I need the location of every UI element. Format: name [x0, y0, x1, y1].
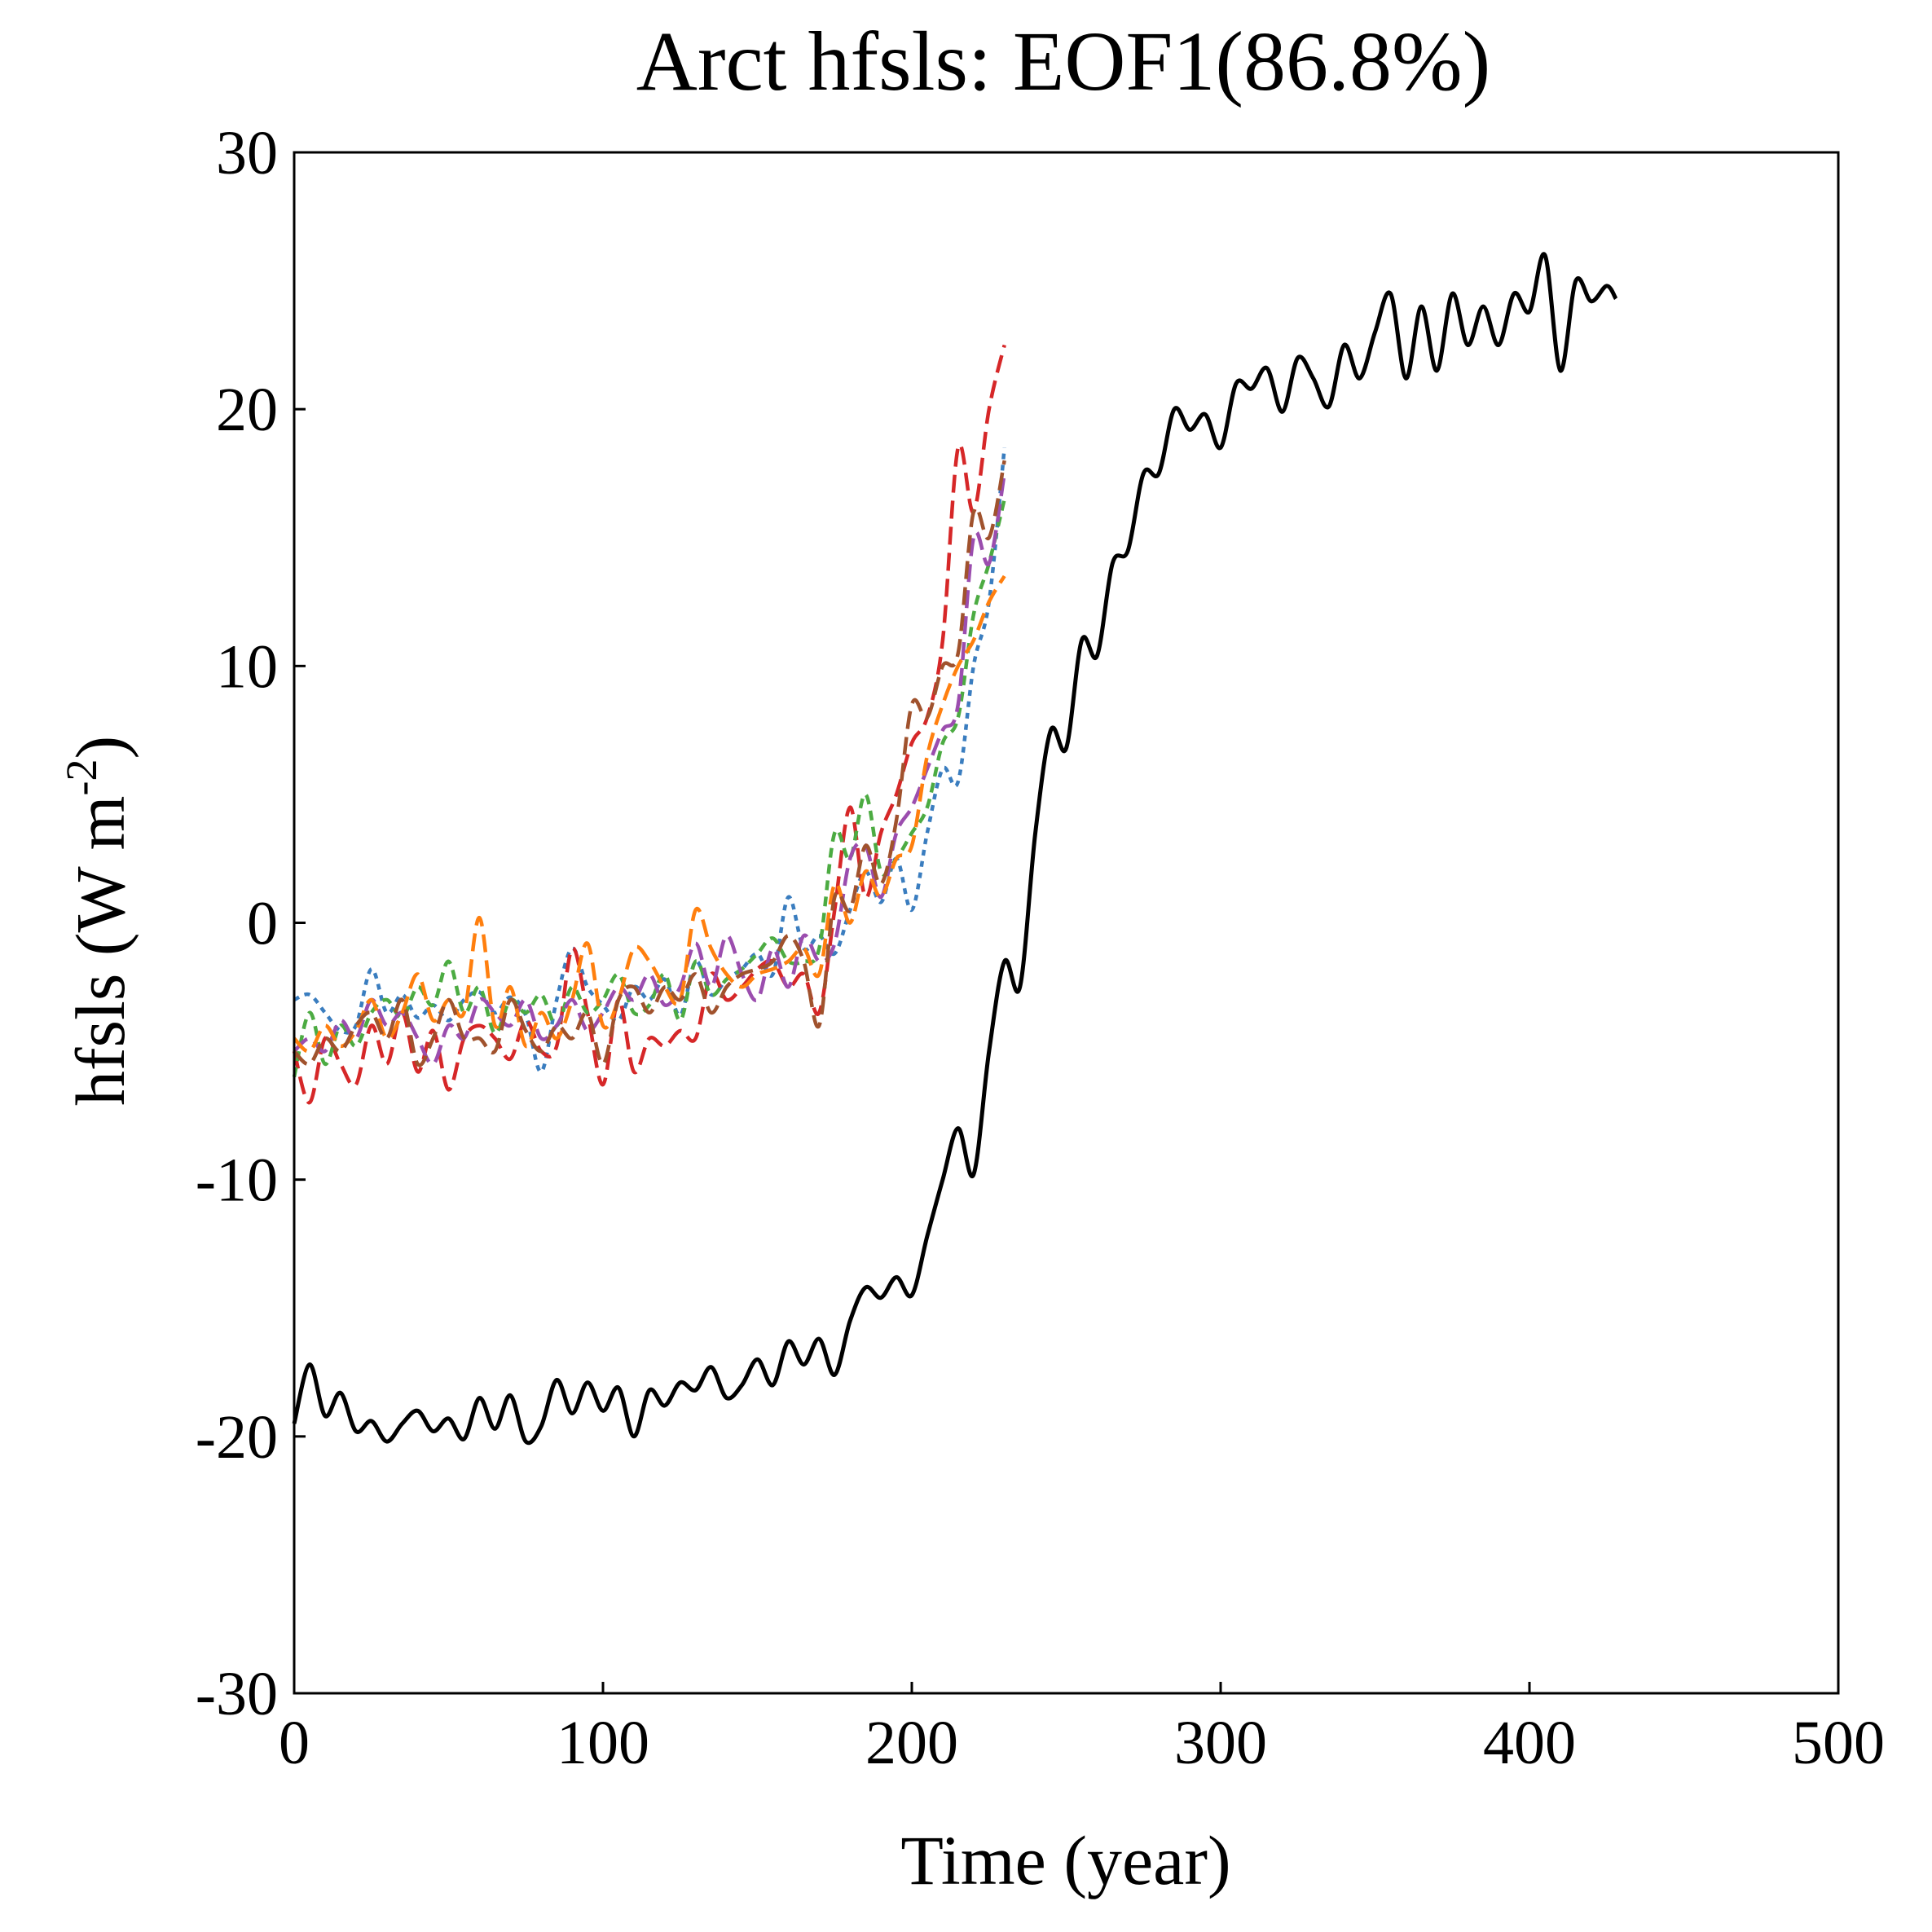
series-line-green-dashdot [292, 498, 1006, 1078]
series-line-black-solid [292, 252, 1618, 1446]
series-line-orange-dashed [293, 574, 1006, 1054]
y-tick-label: 30 [216, 119, 278, 187]
plot-frame [293, 151, 1840, 1695]
series-line-brown-dashed [293, 460, 1006, 1067]
y-tick-label: -10 [196, 1146, 278, 1215]
x-tick-label: 200 [865, 1709, 958, 1777]
y-tick-label: 0 [247, 890, 278, 958]
x-tick-label: 100 [557, 1709, 649, 1777]
y-axis-ticks: -30 -20 -10 0 10 20 30 [196, 119, 306, 1728]
x-axis-ticks: 0 100 200 300 400 500 [279, 1682, 1885, 1777]
x-tick-label: 400 [1483, 1709, 1576, 1777]
series-line-purple-dashed [293, 473, 1006, 1067]
x-tick-label: 300 [1174, 1709, 1267, 1777]
y-axis-label-main: hfsls (W m [61, 796, 139, 1107]
x-axis-label: Time (year) [900, 1821, 1230, 1899]
series-line-blue-dotted [293, 447, 1006, 1074]
y-tick-label: 20 [216, 376, 278, 444]
y-axis-label-superscript: -2 [57, 759, 106, 796]
y-axis-label: hfsls (W m-2) [57, 736, 139, 1106]
chart-title: Arct hfsls: EOF1(86.8%) [636, 15, 1491, 108]
x-tick-label: 500 [1792, 1709, 1885, 1777]
series-line-red-dashed [292, 344, 1006, 1105]
y-tick-label: -20 [196, 1403, 278, 1472]
y-tick-label: -30 [196, 1660, 278, 1728]
series-layer [292, 252, 1618, 1446]
x-tick-label: 0 [279, 1709, 310, 1777]
y-axis-label-close: ) [61, 736, 139, 759]
y-tick-label: 10 [216, 632, 278, 701]
